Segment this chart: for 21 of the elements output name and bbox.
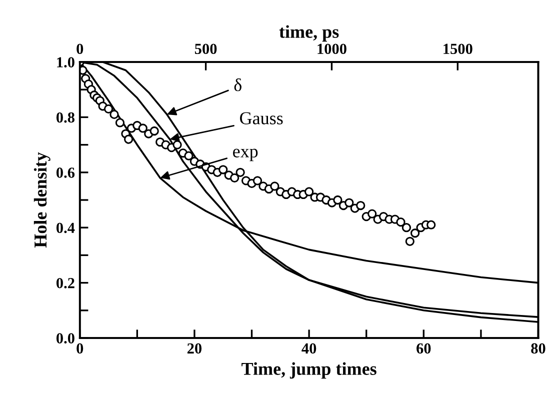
y-tick-label: 0.6 <box>56 168 75 178</box>
annotation: exp <box>233 148 258 162</box>
annotation: δ <box>234 78 242 92</box>
x-tick-label: 60 <box>416 343 431 354</box>
y-tick-label: 0.0 <box>56 333 74 344</box>
y-tick-label: 0.2 <box>56 278 74 288</box>
y-tick-label: 1.0 <box>57 57 74 68</box>
x-tick-label: 0 <box>76 343 84 354</box>
x-axis-title: Time, jump times <box>242 362 376 379</box>
x-tick-label: 80 <box>531 343 546 354</box>
y-axis-title: Hole density <box>34 152 50 248</box>
x2-tick-label: 1000 <box>318 44 346 54</box>
x2-tick-label: 1500 <box>444 44 472 54</box>
x-tick-label: 40 <box>302 343 316 354</box>
x-tick-label: 20 <box>187 343 202 354</box>
y-tick-label: 0.4 <box>56 222 75 234</box>
y-tick-label: 0.8 <box>56 112 74 123</box>
x2-tick-label: 500 <box>194 44 217 54</box>
annotation: Gauss <box>240 112 283 124</box>
x2-axis-title: time, ps <box>279 25 339 42</box>
x2-tick-label: 0 <box>76 44 84 54</box>
